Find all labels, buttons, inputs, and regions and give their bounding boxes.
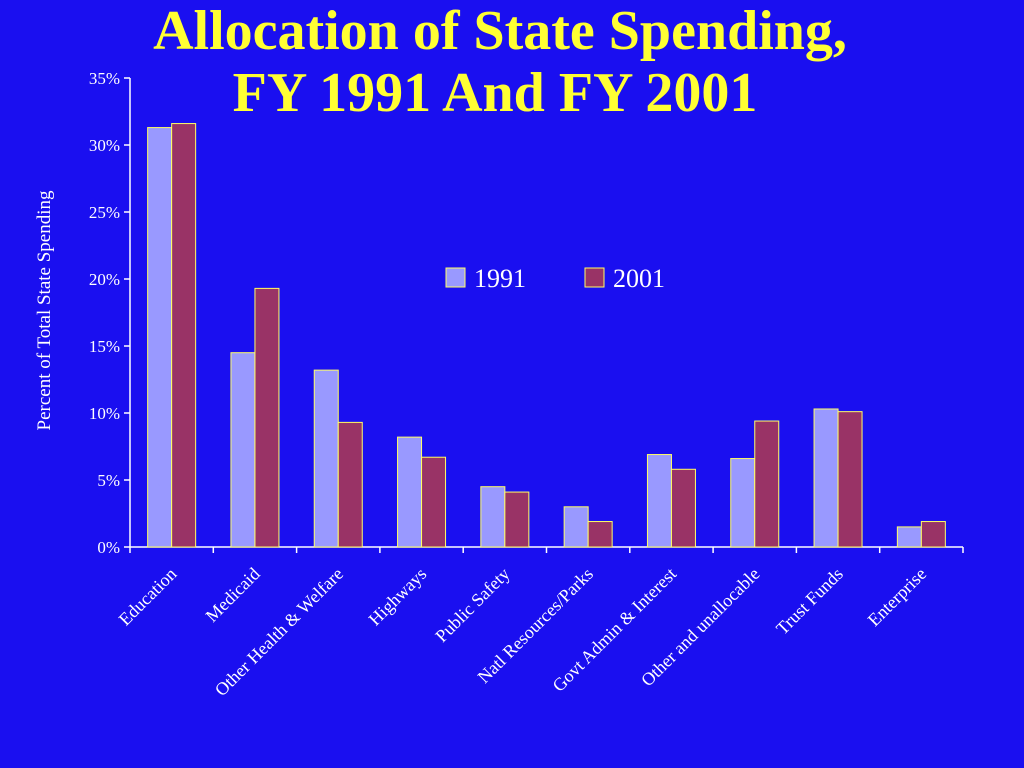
bar-2001-4: [504, 491, 530, 548]
bar-2001-9: [920, 521, 946, 548]
bar-1991-3: [397, 436, 423, 548]
category-label: Highways: [365, 564, 431, 630]
bar-2001-3: [421, 456, 447, 548]
bar-1991-2: [313, 369, 339, 548]
bar-2001-7: [754, 420, 780, 548]
chart-title-line-1: Allocation of State Spending,: [153, 0, 847, 62]
y-tick-label: 15%: [89, 337, 120, 356]
y-tick-label: 0%: [97, 538, 120, 557]
category-label: Medicaid: [202, 564, 264, 626]
y-tick-label: 20%: [89, 270, 120, 289]
y-tick-label: 35%: [89, 69, 120, 88]
bar-1991-7: [730, 458, 756, 548]
bar-2001-8: [837, 411, 863, 548]
category-label: Education: [115, 564, 181, 630]
bar-2001-6: [670, 468, 696, 548]
category-label: Trust Funds: [772, 564, 847, 639]
y-axis-title: Percent of Total State Spending: [34, 190, 55, 430]
y-tick-label: 10%: [89, 404, 120, 423]
legend-swatch-2001: [584, 267, 605, 288]
bar-1991-0: [147, 127, 173, 548]
y-tick-label: 5%: [97, 471, 120, 490]
legend-swatch-1991: [445, 267, 466, 288]
category-label: Enterprise: [864, 564, 930, 630]
bar-2001-5: [587, 521, 613, 548]
legend-label-1991: 1991: [474, 264, 526, 293]
bar-1991-8: [813, 408, 839, 548]
bar-2001-2: [337, 421, 363, 548]
bar-1991-1: [230, 352, 256, 548]
category-label: Public Safety: [431, 564, 513, 646]
bar-1991-9: [896, 526, 922, 548]
bar-1991-4: [480, 486, 506, 548]
bar-2001-0: [171, 123, 197, 548]
bar-2001-1: [254, 287, 280, 548]
legend-label-2001: 2001: [613, 264, 665, 293]
bar-1991-6: [646, 454, 672, 548]
bar-1991-5: [563, 506, 589, 548]
chart-title-line-2: FY 1991 And FY 2001: [232, 62, 758, 124]
y-tick-label: 25%: [89, 203, 120, 222]
chart-title: Allocation of State Spending, FY 1991 An…: [0, 0, 1000, 124]
y-tick-label: 30%: [89, 136, 120, 155]
